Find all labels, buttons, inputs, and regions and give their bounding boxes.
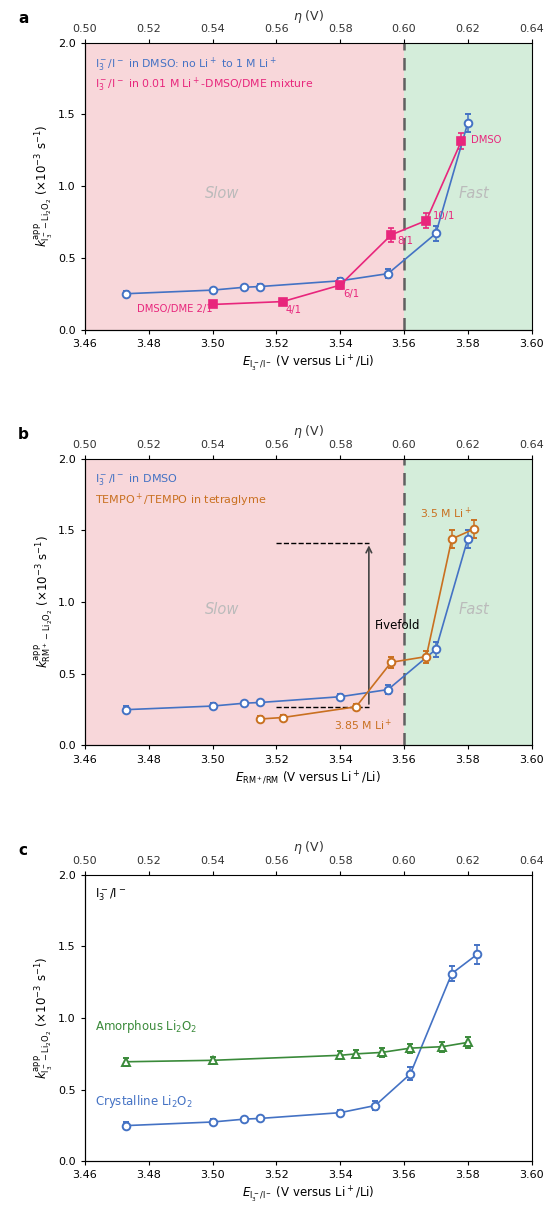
Text: Fast: Fast	[459, 185, 489, 200]
X-axis label: $E_{\mathrm{I_3^-/I^-}}$ (V versus Li$^+$/Li): $E_{\mathrm{I_3^-/I^-}}$ (V versus Li$^+…	[242, 1185, 374, 1204]
Text: 6/1: 6/1	[344, 289, 359, 299]
Text: c: c	[18, 843, 27, 858]
Text: Crystalline Li$_2$O$_2$: Crystalline Li$_2$O$_2$	[94, 1093, 192, 1110]
Bar	[85, 459, 404, 745]
X-axis label: $\eta$ (V): $\eta$ (V)	[293, 839, 324, 856]
Text: $\mathregular{I_3^-/I^-}$ in DMSO: $\mathregular{I_3^-/I^-}$ in DMSO	[94, 472, 178, 487]
X-axis label: $\eta$ (V): $\eta$ (V)	[293, 423, 324, 440]
Text: 10/1: 10/1	[433, 211, 455, 221]
Text: $\mathregular{I_3^-/I^-}$ in DMSO: no Li$^+$ to 1 M Li$^+$: $\mathregular{I_3^-/I^-}$ in DMSO: no Li…	[94, 56, 276, 74]
Bar	[404, 459, 532, 745]
Text: 4/1: 4/1	[286, 305, 302, 315]
Y-axis label: $k^\mathrm{app}_{\mathrm{RM^+}-\mathrm{Li_2O_2}}\ (\times10^{-3}\ \mathrm{s}^{-1: $k^\mathrm{app}_{\mathrm{RM^+}-\mathrm{L…	[34, 536, 55, 669]
Bar	[85, 43, 404, 329]
Text: $\mathregular{I_3^-/I^-}$: $\mathregular{I_3^-/I^-}$	[94, 886, 125, 903]
X-axis label: $E_{\mathrm{I_3^-/I^-}}$ (V versus Li$^+$/Li): $E_{\mathrm{I_3^-/I^-}}$ (V versus Li$^+…	[242, 353, 374, 372]
Y-axis label: $k^\mathrm{app}_{\mathrm{I_3^-}-\mathrm{Li_2O_2}}\ (\times10^{-3}\ \mathrm{s}^{-: $k^\mathrm{app}_{\mathrm{I_3^-}-\mathrm{…	[33, 956, 55, 1080]
Text: DMSO: DMSO	[471, 134, 501, 144]
Text: Amorphous Li$_2$O$_2$: Amorphous Li$_2$O$_2$	[94, 1017, 197, 1035]
Text: Slow: Slow	[205, 601, 239, 616]
Text: b: b	[18, 427, 29, 442]
Text: Fivefold: Fivefold	[375, 619, 421, 632]
Y-axis label: $k^\mathrm{app}_{\mathrm{I_3^-}-\mathrm{Li_2O_2}}\ (\times10^{-3}\ \mathrm{s}^{-: $k^\mathrm{app}_{\mathrm{I_3^-}-\mathrm{…	[33, 124, 55, 248]
Text: a: a	[18, 11, 28, 26]
Text: TEMPO$^+$/TEMPO in tetraglyme: TEMPO$^+$/TEMPO in tetraglyme	[94, 492, 266, 509]
Text: DMSO/DME 2/1: DMSO/DME 2/1	[137, 304, 213, 314]
Bar	[404, 43, 532, 329]
Text: Fast: Fast	[459, 601, 489, 616]
X-axis label: $\eta$ (V): $\eta$ (V)	[293, 7, 324, 24]
Text: $\mathregular{I_3^-/I^-}$ in 0.01 M Li$^+$-DMSO/DME mixture: $\mathregular{I_3^-/I^-}$ in 0.01 M Li$^…	[94, 76, 313, 94]
Text: 8/1: 8/1	[398, 235, 414, 245]
Text: Slow: Slow	[205, 185, 239, 200]
Text: 3.5 M Li$^+$: 3.5 M Li$^+$	[420, 505, 472, 521]
Text: 3.85 M Li$^+$: 3.85 M Li$^+$	[334, 717, 392, 733]
X-axis label: $E_{\mathrm{RM^+/RM}}$ (V versus Li$^+$/Li): $E_{\mathrm{RM^+/RM}}$ (V versus Li$^+$/…	[236, 769, 381, 786]
